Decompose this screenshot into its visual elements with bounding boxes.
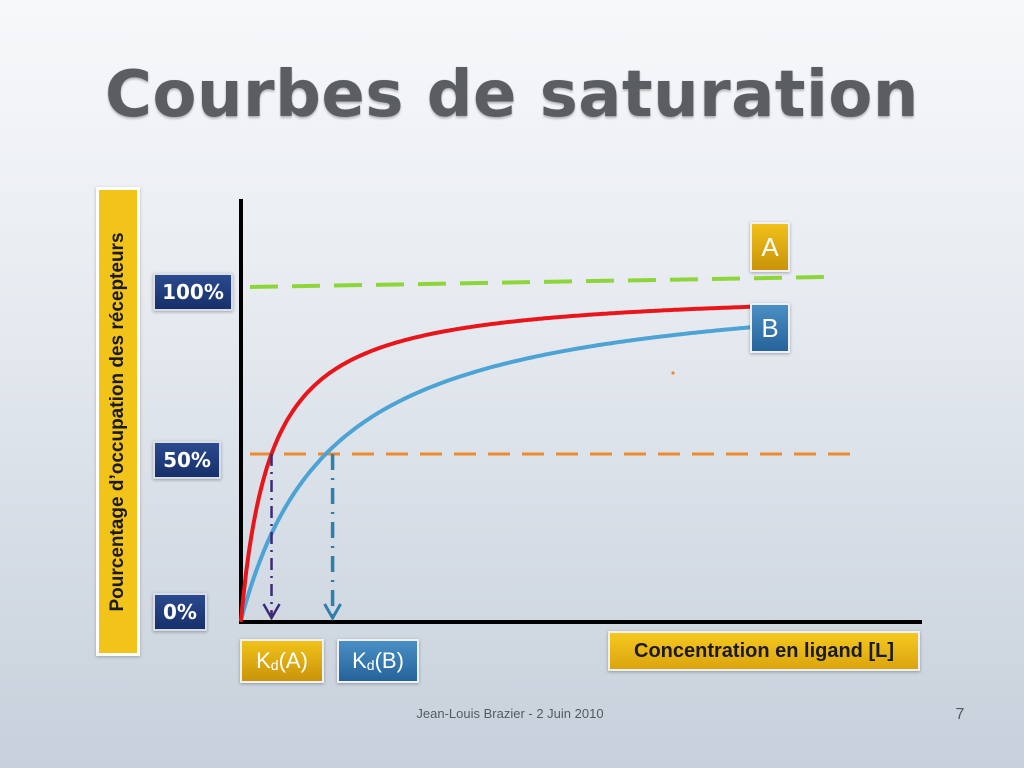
stray-dot: [671, 371, 675, 375]
series-b-curve: [239, 324, 762, 622]
kd-a-suffix: (A): [278, 648, 308, 673]
tick-label-0: 0%: [153, 593, 207, 631]
reference-line-100: [249, 275, 827, 289]
kd-b-suffix: (B): [374, 648, 404, 673]
page-number: 7: [955, 706, 965, 723]
slide-footer: Jean-Louis Brazier - 2 Juin 2010: [416, 706, 604, 721]
kd-b-sub: d: [366, 657, 375, 673]
x-axis-label: Concentration en ligand [L]: [608, 631, 920, 671]
series-b-label: B: [750, 303, 790, 353]
kd-b-arrowhead: [323, 603, 342, 622]
y-axis-label-box: Pourcentage d’occupation des récepteurs: [96, 187, 140, 656]
series-a-label: A: [750, 222, 790, 272]
kd-a-k: K: [256, 648, 271, 673]
tick-label-50: 50%: [153, 441, 221, 479]
kd-b-k: K: [352, 648, 367, 673]
kd-a-sub: d: [270, 657, 279, 673]
slide-title: Courbes de saturation: [105, 58, 919, 132]
series-a-curve: [239, 304, 762, 622]
kd-a-arrowhead: [262, 603, 281, 621]
tick-label-100: 100%: [153, 273, 233, 311]
